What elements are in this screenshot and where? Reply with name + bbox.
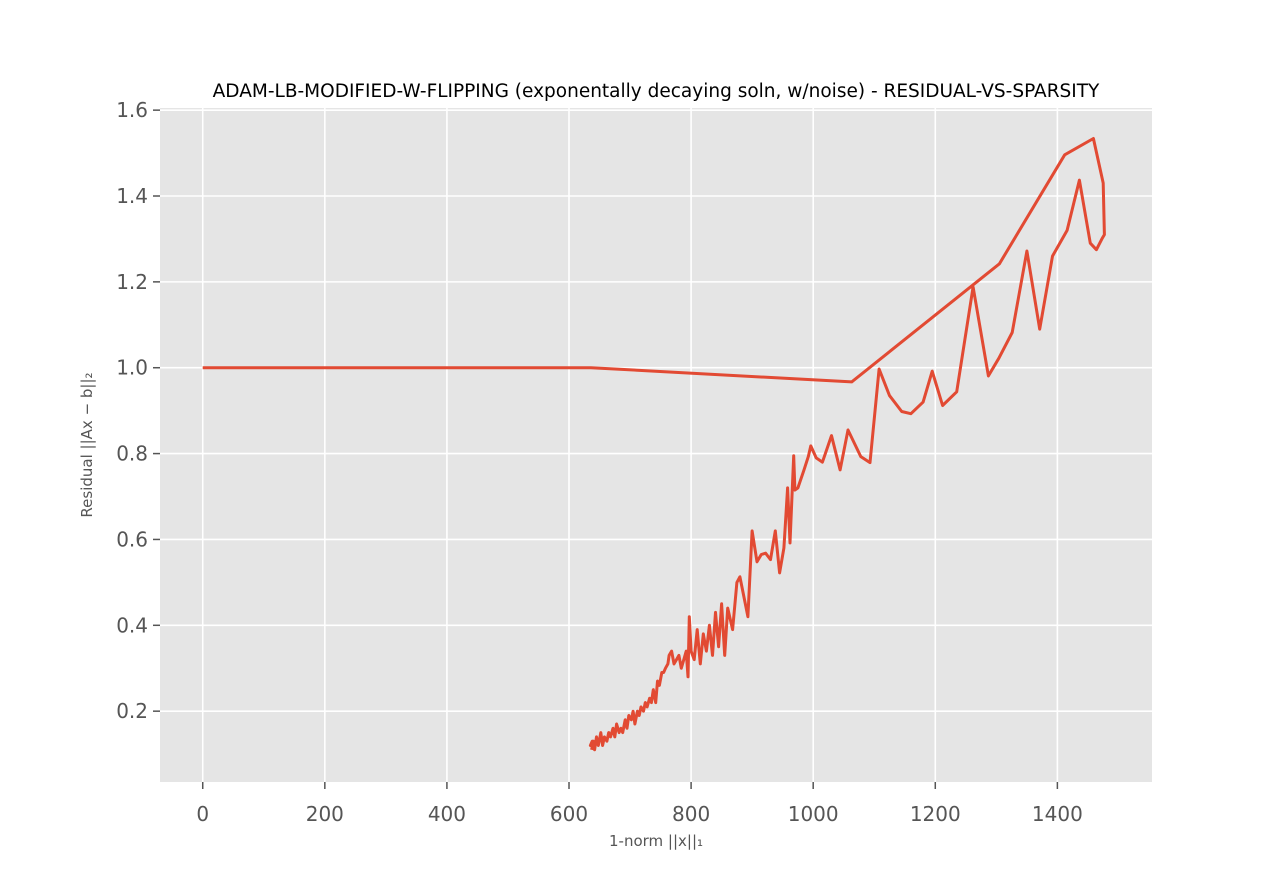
y-tick-label: 1.0: [116, 356, 148, 380]
y-tick-label: 1.4: [116, 184, 148, 208]
x-tick-label: 800: [672, 802, 710, 826]
y-tick-label: 0.2: [116, 699, 148, 723]
x-tick-label: 200: [306, 802, 344, 826]
y-tick-label: 0.6: [116, 527, 148, 551]
axis-ticks: 0 200 400 600 800 1000 1200 1400 0.2 0.4 0.6 0.8 1.0…: [116, 98, 1083, 826]
series-line: [202, 137, 1106, 752]
x-tick-label: 600: [550, 802, 588, 826]
y-tick-label: 0.4: [116, 613, 148, 637]
x-axis-label: 1-norm ||x||₁: [609, 832, 703, 850]
y-axis-label: Residual ||Ax − b||₂: [78, 372, 96, 517]
y-tick-label: 0.8: [116, 442, 148, 466]
plot-area: [160, 108, 1152, 782]
y-tick-label: 1.2: [116, 270, 148, 294]
x-tick-label: 0: [196, 802, 209, 826]
x-tick-label: 1000: [788, 802, 839, 826]
y-tick-label: 1.6: [116, 98, 148, 122]
x-tick-label: 400: [428, 802, 466, 826]
x-tick-label: 1400: [1032, 802, 1083, 826]
chart-title: ADAM-LB-MODIFIED-W-FLIPPING (exponentall…: [213, 81, 1100, 102]
x-tick-label: 1200: [910, 802, 961, 826]
